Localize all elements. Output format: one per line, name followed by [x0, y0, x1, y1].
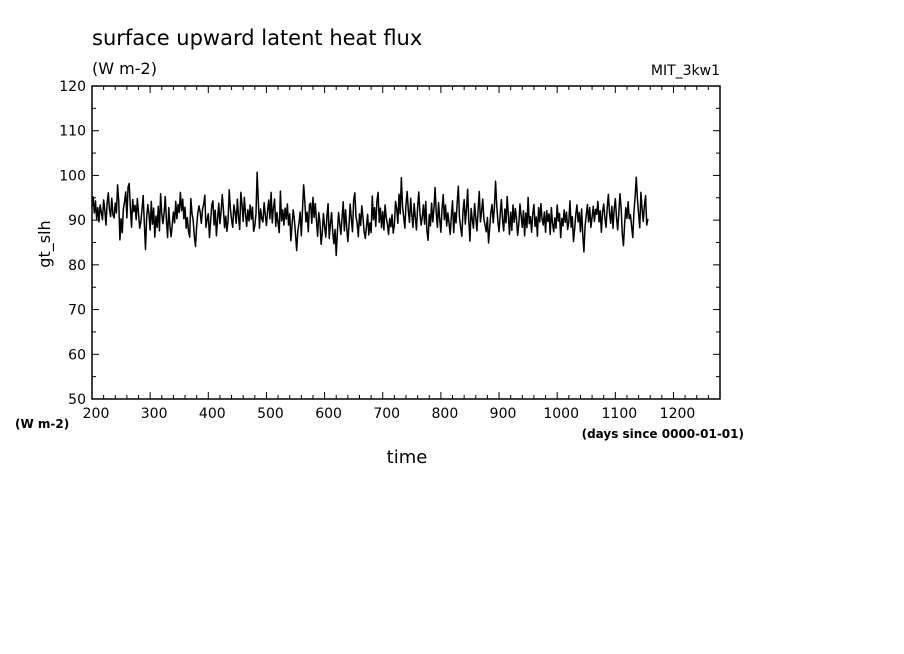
x-tick-labels: 200 300 400 500 600 700 800 900 1000 1100 1200: [83, 406, 696, 422]
x-tick-label: 300: [141, 406, 168, 422]
x-tick-label: 700: [373, 406, 400, 422]
y-tick-label: 70: [68, 303, 86, 319]
y-tick-label: 100: [59, 168, 86, 184]
x-tick-label: 200: [83, 406, 110, 422]
y-tick-labels: 50 60 70 80 90 100 110 120: [59, 79, 86, 408]
x-axis-units: (days since 0000-01-01): [582, 427, 744, 441]
x-tick-label: 400: [199, 406, 226, 422]
x-tick-label: 800: [432, 406, 459, 422]
y-tick-label: 80: [68, 258, 86, 274]
y-tick-label: 50: [68, 392, 86, 408]
x-axis-label: time: [387, 447, 428, 468]
model-label: MIT_3kw1: [651, 63, 720, 79]
x-tick-label: 900: [490, 406, 517, 422]
series-line-0: [91, 171, 649, 257]
x-tick-label: 500: [257, 406, 284, 422]
y-tick-label: 110: [59, 124, 86, 140]
x-tick-label: 1000: [543, 406, 579, 422]
x-tick-label: 1100: [602, 406, 638, 422]
y-axis-units: (W m-2): [15, 417, 69, 431]
x-tick-label: 1200: [660, 406, 696, 422]
chart-units: (W m-2): [92, 59, 157, 78]
y-tick-label: 90: [68, 213, 86, 229]
plot-frame: [91, 85, 721, 400]
y-tick-label: 120: [59, 79, 86, 95]
axis-ticks: [91, 85, 721, 400]
chart-title: surface upward latent heat flux: [92, 26, 422, 50]
y-axis-label: gt_slh: [35, 220, 55, 267]
y-tick-label: 60: [68, 347, 86, 363]
x-tick-label: 600: [315, 406, 342, 422]
